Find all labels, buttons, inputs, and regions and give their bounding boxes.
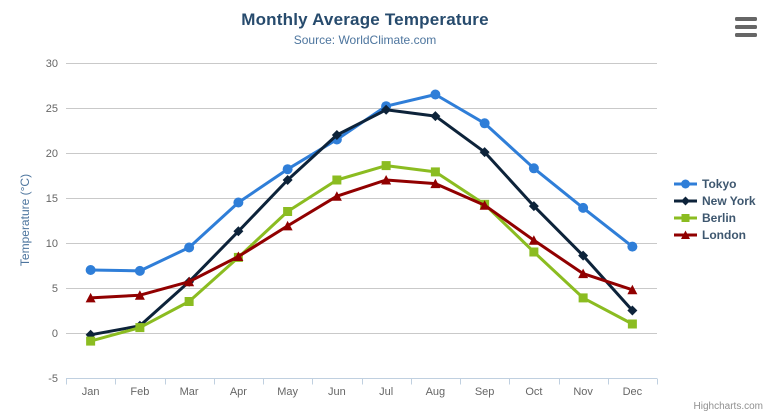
series-point-berlin-jul[interactable] [381,161,391,171]
series-point-berlin-nov[interactable] [578,293,588,303]
series-line-new-york [89,108,634,337]
legend-label: New York [702,193,756,208]
series-point-new-york-may[interactable] [282,175,293,185]
x-axis-label: Mar [180,386,199,398]
series-point-tokyo-oct[interactable] [528,163,539,174]
circle-marker-icon [674,179,697,188]
series-point-new-york-apr[interactable] [233,226,244,237]
y-axis-label: 5 [52,283,58,295]
triangle-marker-icon [674,230,697,239]
series-point-berlin-may[interactable] [283,207,293,216]
legend: Tokyo New York Berlin London [674,176,756,242]
chart-subtitle: Source: WorldClimate.com [293,33,437,47]
series-point-london-jun[interactable] [331,191,342,201]
series-point-tokyo-dec[interactable] [627,241,638,252]
hamburger-icon [735,33,757,37]
x-axis-label: Apr [230,386,247,398]
y-axis-title: Temperature (°C) [18,173,32,267]
y-axis-label: -5 [48,373,58,385]
series-point-london-nov[interactable] [578,268,589,279]
series-point-london-dec[interactable] [627,284,638,295]
series-point-new-york-aug[interactable] [430,111,441,122]
series-point-berlin-jun[interactable] [332,175,342,185]
y-axis-label: 25 [46,103,58,115]
series-point-tokyo-sep[interactable] [479,118,490,129]
series-point-berlin-jan[interactable] [86,336,96,346]
x-axis-label: Aug [426,386,446,398]
x-axis-label: Jul [379,386,393,398]
series-line-berlin [89,164,634,343]
export-menu-button[interactable] [735,17,757,37]
series-point-new-york-jun[interactable] [331,130,342,140]
legend-label: London [702,227,746,242]
x-axis-label: May [277,386,298,398]
series-point-london-jan[interactable] [85,292,96,303]
hamburger-icon [735,25,757,29]
legend-item-new-york[interactable]: New York [674,193,756,208]
x-axis-label: Jun [328,386,346,398]
x-axis-label: Feb [130,386,149,398]
series-point-tokyo-feb[interactable] [134,265,145,276]
diamond-marker-icon [674,196,697,205]
x-axis-label: Nov [573,386,593,398]
y-axis-label: 20 [46,148,58,160]
series-point-london-sep[interactable] [479,200,490,210]
legend-label: Berlin [702,210,737,225]
chart-title: Monthly Average Temperature [241,10,489,29]
x-axis-label: Jan [82,386,100,398]
series-point-new-york-oct[interactable] [528,201,539,212]
series-point-berlin-dec[interactable] [627,319,637,329]
legend-label: Tokyo [702,176,737,191]
credits-link[interactable]: Highcharts.com [693,401,763,412]
series-point-tokyo-aug[interactable] [430,89,441,100]
series-point-tokyo-nov[interactable] [578,202,589,213]
series-point-berlin-aug[interactable] [430,167,440,177]
series-point-london-apr[interactable] [233,251,244,262]
series-point-london-feb[interactable] [134,290,145,300]
series-point-london-jul[interactable] [381,175,392,185]
series-point-new-york-dec[interactable] [627,305,638,316]
hamburger-icon [735,17,757,21]
series-point-london-oct[interactable] [528,235,539,245]
y-axis-label: 30 [46,58,58,70]
x-axis-label: Sep [475,386,495,398]
y-axis-label: 15 [46,193,58,205]
series-point-tokyo-jan[interactable] [85,265,96,275]
series-point-berlin-feb[interactable] [135,323,145,333]
series-point-tokyo-apr[interactable] [233,197,244,208]
y-axis-label: 10 [46,238,58,250]
x-axis-label: Oct [525,386,542,398]
legend-item-london[interactable]: London [674,227,756,242]
series-point-new-york-nov[interactable] [578,250,589,261]
series-point-london-mar[interactable] [184,276,195,287]
legend-item-berlin[interactable]: Berlin [674,210,756,225]
series-point-london-may[interactable] [282,220,293,231]
x-axis-label: Dec [623,386,643,398]
square-marker-icon [674,213,697,222]
series-point-london-aug[interactable] [430,178,441,189]
series-point-tokyo-may[interactable] [282,164,293,175]
series-point-new-york-jul[interactable] [381,104,392,115]
series-point-berlin-mar[interactable] [184,297,194,306]
legend-item-tokyo[interactable]: Tokyo [674,176,756,191]
y-axis-label: 0 [52,328,58,340]
series-point-new-york-sep[interactable] [479,147,490,158]
series-point-berlin-oct[interactable] [529,247,539,257]
series-point-tokyo-mar[interactable] [184,242,195,253]
series-line-london [89,178,634,300]
